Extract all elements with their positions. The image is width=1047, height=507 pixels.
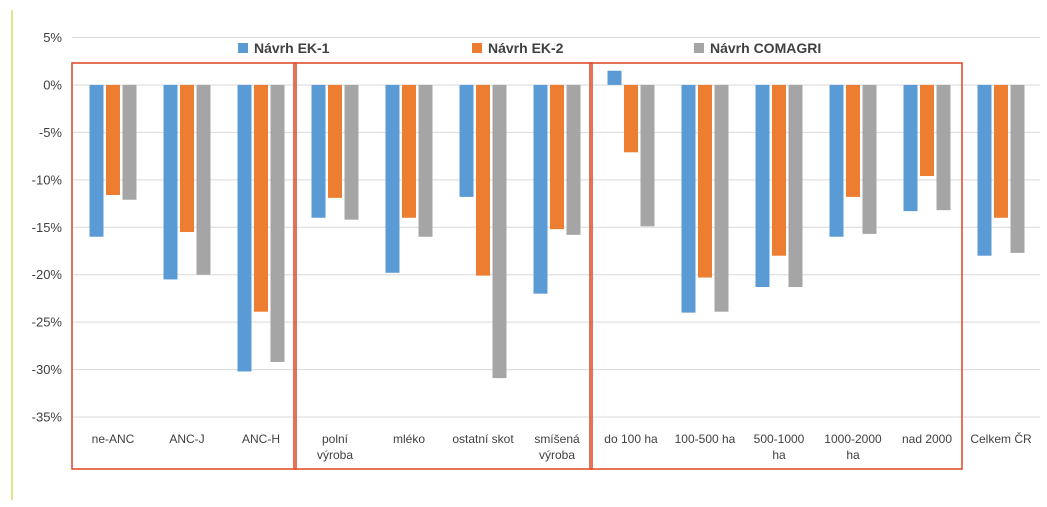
bar-n-vrh-comagri (788, 84, 803, 288)
bar-n-vrh-ek-1 (163, 84, 178, 280)
x-tick-label-line: ostatní skot (452, 432, 514, 446)
bar-n-vrh-ek-2 (920, 84, 934, 177)
x-tick-label: Celkem ČR (970, 431, 1032, 446)
x-tick-label: 500-1000 ha (754, 432, 805, 462)
bar-n-vrh-ek-1 (89, 84, 104, 237)
legend-label: Návrh EK-2 (488, 40, 564, 56)
bar-n-vrh-ek-2 (254, 84, 268, 312)
bar-n-vrh-ek-2 (328, 84, 342, 198)
x-tick-label: ne-ANC (92, 432, 135, 446)
x-tick-label-line: 100-500 ha (675, 432, 736, 446)
x-tick-label-line: nad 2000 (902, 432, 952, 446)
x-tick-label-line: ANC-J (169, 432, 204, 446)
y-tick-label: -5% (39, 125, 63, 140)
x-tick-label-line: Celkem ČR (970, 431, 1032, 446)
bar-n-vrh-ek-1 (607, 70, 622, 85)
bar-n-vrh-ek-1 (385, 84, 400, 273)
x-tick-label: 100-500 ha (675, 432, 736, 446)
bar-n-vrh-comagri (270, 84, 285, 362)
y-tick-label: -20% (32, 267, 63, 282)
x-tick-label: polní výroba (317, 432, 353, 462)
bar-n-vrh-ek-1 (755, 84, 770, 288)
legend-swatch (694, 43, 704, 53)
x-tick-label: smíšená výroba (534, 432, 580, 462)
bar-n-vrh-ek-2 (106, 84, 120, 195)
bar-n-vrh-ek-2 (476, 84, 490, 276)
x-tick-label-line: smíšená (534, 432, 580, 446)
x-tick-label-line: ha (772, 448, 786, 462)
x-tick-label: 1000-2000 ha (824, 432, 882, 462)
bar-n-vrh-ek-1 (977, 84, 992, 256)
bar-n-vrh-comagri (862, 84, 877, 234)
bar-n-vrh-comagri (418, 84, 433, 237)
legend-label: Návrh EK-1 (254, 40, 330, 56)
bar-n-vrh-ek-2 (846, 84, 860, 197)
legend-swatch (472, 43, 482, 53)
x-tick-label-line: ha (846, 448, 860, 462)
x-tick-label-line: ANC-H (242, 432, 280, 446)
bar-n-vrh-ek-1 (237, 84, 252, 372)
bar-n-vrh-comagri (122, 84, 137, 200)
bar-n-vrh-ek-1 (829, 84, 844, 237)
bar-n-vrh-ek-2 (550, 84, 564, 230)
bar-n-vrh-ek-1 (311, 84, 326, 218)
y-tick-label: -35% (32, 410, 63, 425)
bar-n-vrh-ek-1 (903, 84, 918, 212)
y-axis: 5% 0% -5% -10% -15% -20% -25% -30% -35% (32, 30, 63, 425)
group-boxes (71, 62, 963, 470)
y-tick-label: -15% (32, 220, 63, 235)
x-tick-label-line: ne-ANC (92, 432, 135, 446)
x-tick-label: do 100 ha (604, 432, 658, 446)
bar-n-vrh-ek-2 (402, 84, 416, 218)
x-tick-label-line: výroba (539, 448, 575, 462)
bar-n-vrh-comagri (640, 84, 655, 227)
bar-n-vrh-ek-1 (533, 84, 548, 294)
bars (89, 70, 1025, 379)
legend: Návrh EK-1 Návrh EK-2 Návrh COMAGRI (238, 40, 821, 56)
bar-n-vrh-ek-2 (180, 84, 194, 232)
x-tick-label-line: polní (322, 432, 349, 446)
bar-n-vrh-ek-2 (624, 84, 638, 153)
y-tick-label: -10% (32, 172, 63, 187)
x-tick-label-line: 500-1000 (754, 432, 805, 446)
category-group-box (293, 62, 593, 470)
bar-n-vrh-comagri (196, 84, 211, 275)
bar-n-vrh-ek-2 (772, 84, 786, 256)
bar-n-vrh-comagri (492, 84, 507, 379)
y-tick-label: 0% (43, 77, 62, 92)
bar-n-vrh-ek-2 (698, 84, 712, 278)
x-tick-label-line: do 100 ha (604, 432, 658, 446)
x-axis: ne-ANC ANC-J ANC-H polní výroba mléko ostatní … (92, 431, 1032, 462)
bar-n-vrh-comagri (714, 84, 729, 312)
legend-swatch (238, 43, 248, 53)
y-tick-label: 5% (43, 30, 62, 45)
x-tick-label-line: mléko (393, 432, 425, 446)
x-tick-label: nad 2000 (902, 432, 952, 446)
bar-n-vrh-comagri (936, 84, 951, 211)
y-tick-label: -25% (32, 315, 63, 330)
x-tick-label: ANC-H (242, 432, 280, 446)
bar-n-vrh-comagri (1010, 84, 1025, 253)
x-tick-label: ostatní skot (452, 432, 514, 446)
legend-label: Návrh COMAGRI (710, 40, 821, 56)
x-tick-label-line: 1000-2000 (824, 432, 882, 446)
category-group-box (589, 62, 963, 470)
x-tick-label: ANC-J (169, 432, 204, 446)
y-tick-label: -30% (32, 362, 63, 377)
category-group-box (71, 62, 297, 470)
bar-n-vrh-comagri (566, 84, 581, 235)
bar-n-vrh-ek-1 (459, 84, 474, 197)
x-tick-label: mléko (393, 432, 425, 446)
bar-n-vrh-ek-2 (994, 84, 1008, 218)
x-tick-label-line: výroba (317, 448, 353, 462)
bar-n-vrh-ek-1 (681, 84, 696, 313)
bar-n-vrh-comagri (344, 84, 359, 220)
